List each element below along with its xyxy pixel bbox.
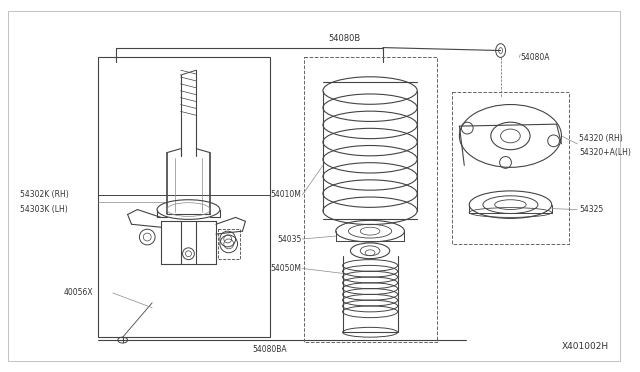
Text: X401002H: X401002H <box>561 342 609 351</box>
Text: 54050M: 54050M <box>270 264 301 273</box>
Text: 54080A: 54080A <box>520 53 550 62</box>
Bar <box>452 92 570 244</box>
Text: 54302K (RH): 54302K (RH) <box>20 190 68 199</box>
Bar <box>98 57 270 337</box>
Bar <box>304 57 437 342</box>
Text: 54325: 54325 <box>579 205 604 214</box>
Bar <box>218 229 239 259</box>
Text: 54080B: 54080B <box>329 34 361 43</box>
Text: 40056X: 40056X <box>64 289 93 298</box>
Text: 54035: 54035 <box>277 234 301 244</box>
Text: 54320 (RH): 54320 (RH) <box>579 134 623 143</box>
Text: 54303K (LH): 54303K (LH) <box>20 205 67 214</box>
Text: 54010M: 54010M <box>271 190 301 199</box>
Text: 54320+A(LH): 54320+A(LH) <box>579 148 631 157</box>
Text: 54080BA: 54080BA <box>253 345 287 354</box>
